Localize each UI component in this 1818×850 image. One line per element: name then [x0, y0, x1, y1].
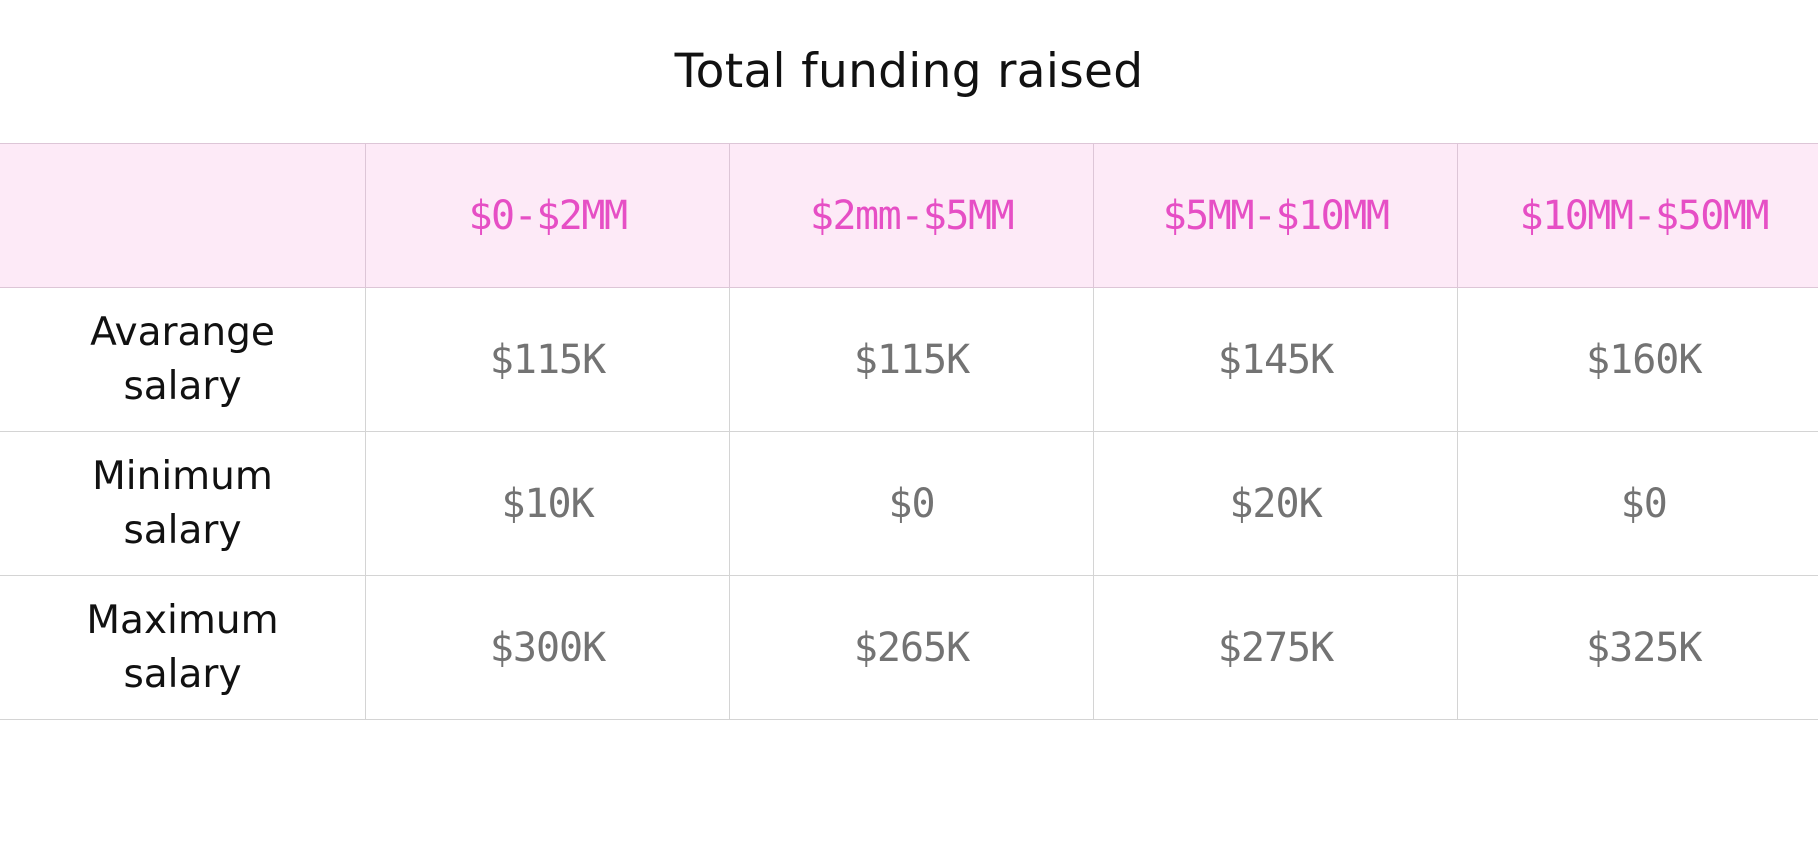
column-header: $2mm-$5MM	[729, 143, 1094, 288]
row-label: Avarange salary	[0, 287, 366, 432]
table-cell: $160K	[1457, 287, 1818, 432]
table-cell: $300K	[365, 575, 730, 720]
corner-cell	[0, 143, 366, 288]
table-cell: $275K	[1093, 575, 1458, 720]
column-header: $0-$2MM	[365, 143, 730, 288]
table-cell: $0	[729, 431, 1094, 576]
table-cell: $10K	[365, 431, 730, 576]
row-label: Maximum salary	[0, 575, 366, 720]
table-cell: $115K	[729, 287, 1094, 432]
header-row: $0-$2MM $2mm-$5MM $5MM-$10MM $10MM-$50MM	[0, 143, 1818, 288]
table-title: Total funding raised	[674, 44, 1144, 99]
table-cell: $115K	[365, 287, 730, 432]
funding-salary-table: $0-$2MM $2mm-$5MM $5MM-$10MM $10MM-$50MM…	[0, 143, 1818, 720]
table-cell: $145K	[1093, 287, 1458, 432]
table-cell: $265K	[729, 575, 1094, 720]
row-label: Minimum salary	[0, 431, 366, 576]
table-cell: $20K	[1093, 431, 1458, 576]
table-row: Avarange salary $115K $115K $145K $160K	[0, 287, 1818, 432]
column-header: $10MM-$50MM	[1457, 143, 1818, 288]
table-row: Minimum salary $10K $0 $20K $0	[0, 431, 1818, 576]
table-cell: $325K	[1457, 575, 1818, 720]
table-cell: $0	[1457, 431, 1818, 576]
table-row: Maximum salary $300K $265K $275K $325K	[0, 575, 1818, 720]
column-header: $5MM-$10MM	[1093, 143, 1458, 288]
